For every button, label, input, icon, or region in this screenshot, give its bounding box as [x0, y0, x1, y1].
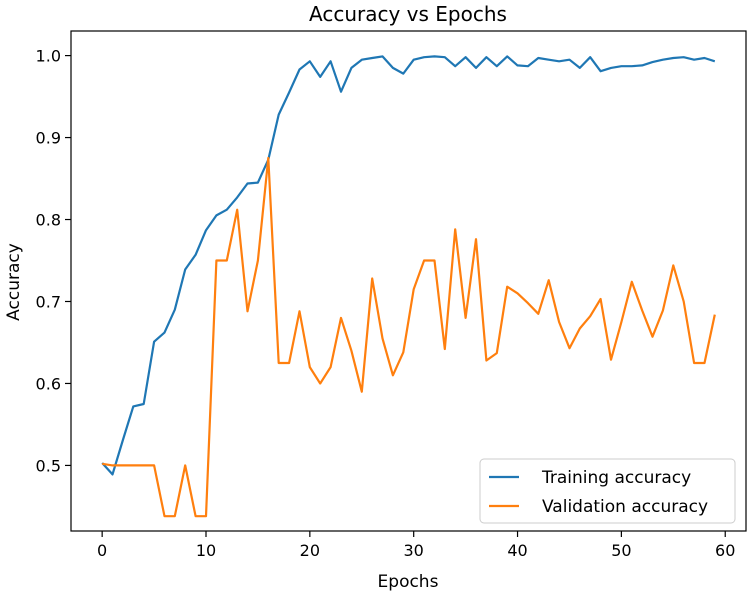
- axis-ticks: 0 10 20 30 40 50 60 0.5 0.6 0.7 0.8 0.9 1.0: [36, 47, 736, 560]
- x-tick-label: 10: [196, 541, 216, 560]
- legend: Training accuracy Validation accuracy: [479, 458, 736, 524]
- x-tick-label: 30: [404, 541, 424, 560]
- series-line-training: [101, 55, 716, 476]
- y-tick-label: 0.8: [36, 211, 61, 230]
- x-tick-label: 40: [507, 541, 527, 560]
- x-axis-label: Epochs: [378, 572, 439, 591]
- y-tick-label: 1.0: [36, 47, 61, 66]
- plot-area: [101, 55, 716, 518]
- chart-title: Accuracy vs Epochs: [309, 2, 507, 26]
- y-tick-label: 0.6: [36, 374, 61, 393]
- y-tick-label: 0.9: [36, 129, 61, 148]
- legend-box: [479, 458, 736, 524]
- y-axis-label: Accuracy: [4, 243, 24, 321]
- axes-frame: [70, 30, 747, 532]
- x-tick-label: 20: [300, 541, 320, 560]
- x-tick-label: 60: [715, 541, 735, 560]
- y-tick-label: 0.7: [36, 292, 61, 311]
- legend-label: Training accuracy: [541, 468, 691, 488]
- series-line-validation: [102, 156, 716, 518]
- x-tick-label: 50: [611, 541, 631, 560]
- legend-label: Validation accuracy: [542, 497, 708, 517]
- y-tick-label: 0.5: [36, 456, 61, 475]
- x-tick-label: 0: [97, 541, 107, 560]
